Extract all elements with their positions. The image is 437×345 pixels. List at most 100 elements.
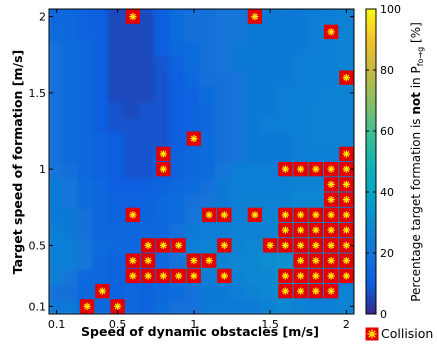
heat-cell	[108, 22, 128, 42]
heat-cell	[169, 281, 189, 301]
heat-cell	[62, 144, 82, 164]
heat-cell	[138, 37, 158, 57]
heat-cell	[138, 68, 158, 88]
heat-cell	[306, 68, 326, 88]
heat-cell	[352, 9, 354, 27]
heat-cell	[245, 220, 265, 240]
heat-cell	[291, 174, 311, 194]
heat-cell	[214, 129, 234, 149]
heat-cell	[123, 220, 143, 240]
collision-point	[323, 161, 339, 177]
heat-cell	[62, 190, 82, 210]
heat-cell	[153, 281, 173, 301]
collision-point	[125, 268, 141, 284]
heat-cell	[214, 190, 234, 210]
heat-cell	[138, 159, 158, 179]
colorbar-tick-label: 0	[380, 308, 387, 321]
heat-cell	[184, 113, 204, 133]
collision-point	[232, 0, 246, 9]
heat-cell	[275, 129, 295, 149]
heat-cell	[214, 9, 234, 11]
heat-cell	[199, 159, 219, 179]
heat-cell	[184, 296, 204, 314]
heat-cell	[245, 129, 265, 149]
heat-cell	[108, 251, 128, 271]
heat-cell	[92, 68, 112, 88]
heat-cell	[306, 52, 326, 72]
colorbar-tick-label: 40	[380, 186, 394, 199]
heat-cell	[108, 37, 128, 57]
heat-cell	[260, 52, 280, 72]
heat-cell	[230, 52, 250, 72]
heat-cell	[169, 68, 189, 88]
heat-cell	[169, 129, 189, 149]
heat-cell	[49, 159, 67, 179]
heat-cell	[123, 22, 143, 42]
y-tick-label: 0.1	[29, 300, 47, 313]
heat-cell	[260, 281, 280, 301]
heat-cell	[92, 52, 112, 72]
heat-cell	[92, 174, 112, 194]
heat-cell	[336, 37, 354, 57]
heat-cell	[214, 98, 234, 118]
collision-point	[217, 238, 232, 253]
heat-cell	[62, 98, 82, 118]
heat-cell	[184, 37, 204, 57]
heat-cell	[169, 22, 189, 42]
heat-cell	[138, 83, 158, 103]
heat-cell	[321, 113, 341, 133]
collision-point	[278, 207, 293, 223]
heat-cell	[336, 9, 354, 27]
heat-cell	[214, 296, 234, 314]
heat-cell	[275, 144, 295, 164]
heat-cell	[199, 296, 219, 314]
heat-cell	[275, 9, 295, 27]
heat-cell	[49, 205, 67, 225]
heat-cell	[214, 174, 234, 194]
y-tick-label: 1	[39, 163, 46, 176]
heat-cell	[291, 9, 311, 11]
heat-cell	[138, 22, 158, 42]
heat-cell	[199, 235, 219, 255]
heat-cell	[77, 9, 97, 11]
heat-cell	[184, 220, 204, 240]
heat-cell	[184, 68, 204, 88]
collision-point	[339, 192, 354, 207]
heat-cell	[92, 129, 112, 149]
heat-cell	[230, 205, 250, 225]
collision-point	[339, 268, 354, 284]
heat-cell	[169, 296, 189, 314]
heat-cell	[138, 174, 158, 194]
heat-cell	[108, 52, 128, 72]
heat-cell	[153, 129, 173, 149]
heat-cell	[108, 129, 128, 149]
colorbar-title-part1: Percentage target formation is	[409, 115, 423, 302]
collision-point	[323, 177, 339, 192]
heat-cell	[108, 98, 128, 118]
heat-cell	[49, 281, 67, 301]
heat-cell	[184, 83, 204, 103]
collision-point	[339, 253, 354, 268]
heat-cell	[230, 9, 250, 27]
heat-cell	[49, 98, 67, 118]
x-tick-label: 0.1	[48, 318, 66, 331]
heat-cell	[153, 98, 173, 118]
heat-cell	[77, 205, 97, 225]
collision-point	[339, 177, 354, 192]
heat-cell	[199, 220, 219, 240]
heat-cell	[230, 144, 250, 164]
collision-point	[308, 222, 324, 238]
collision-point	[308, 283, 324, 299]
heat-cell	[260, 266, 280, 286]
heat-cell	[138, 9, 158, 11]
colorbar-title-part3: [%]	[409, 22, 423, 47]
heat-cell	[92, 22, 112, 42]
heat-cell	[62, 9, 82, 27]
heat-cell	[49, 22, 67, 42]
collision-point	[293, 283, 308, 299]
heat-cell	[169, 144, 189, 164]
heat-cell	[153, 296, 173, 314]
heat-cell	[138, 205, 158, 225]
collision-point	[171, 268, 186, 284]
